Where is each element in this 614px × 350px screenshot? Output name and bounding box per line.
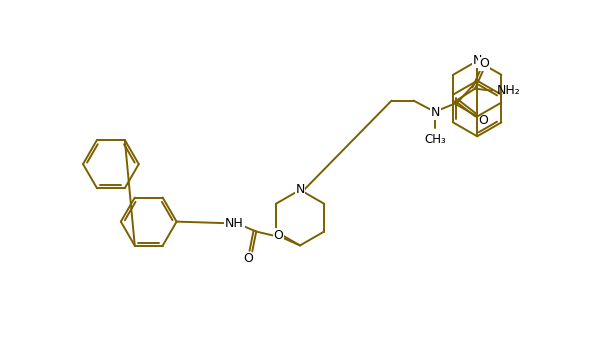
Text: O: O: [273, 229, 283, 242]
Text: NH: NH: [225, 217, 244, 230]
Text: NH₂: NH₂: [497, 84, 521, 97]
Text: N: N: [473, 54, 482, 68]
Text: O: O: [243, 252, 253, 265]
Text: N: N: [295, 183, 305, 196]
Text: N: N: [431, 106, 440, 119]
Text: CH₃: CH₃: [424, 133, 446, 146]
Text: O: O: [479, 57, 489, 70]
Text: O: O: [478, 114, 488, 127]
